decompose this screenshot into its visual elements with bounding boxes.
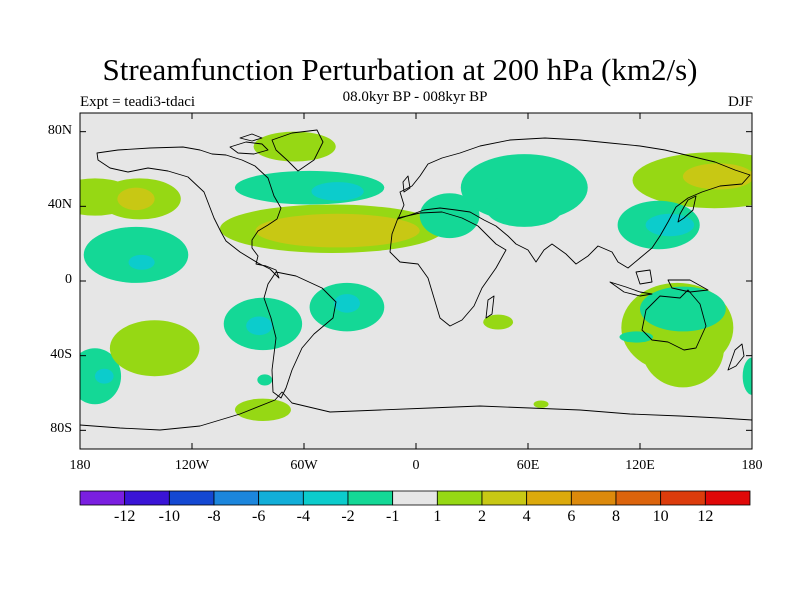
anomaly-contours — [80, 131, 752, 421]
anomaly-region — [246, 316, 273, 336]
lon-label: 120E — [625, 458, 655, 473]
colorbar-swatch — [570, 490, 617, 506]
colorbar-label: 6 — [567, 508, 576, 525]
colorbar-swatch — [481, 490, 528, 506]
lon-label: 60W — [290, 458, 318, 473]
anomaly-region — [640, 286, 726, 332]
anomaly-region — [742, 357, 752, 395]
plot-subtitle: 08.0kyr BP - 008kyr BP — [342, 89, 488, 105]
anomaly-region — [682, 163, 752, 190]
coast-new-zealand — [727, 343, 745, 371]
coast-japan — [677, 195, 697, 223]
anomaly-region — [83, 226, 189, 283]
colorbar-swatch — [79, 490, 126, 506]
anomaly-region — [255, 213, 420, 248]
axis-ticks — [79, 113, 753, 449]
anomaly-region — [533, 400, 549, 408]
colorbar-swatch — [660, 490, 706, 506]
lon-label: 180 — [69, 458, 91, 473]
colorbar-label: 8 — [612, 508, 620, 525]
colorbar-label: -4 — [296, 508, 310, 525]
coast-eurasia — [397, 137, 751, 269]
colorbar-label: 12 — [697, 508, 714, 525]
coastlines — [80, 129, 752, 431]
lat-label: 80S — [50, 421, 72, 437]
colorbar-swatch — [213, 490, 260, 506]
coast-africa — [389, 211, 507, 327]
anomaly-region — [128, 254, 155, 270]
colorbar-label: -10 — [158, 508, 180, 525]
colorbar-label: -12 — [113, 508, 136, 525]
coast-north-america — [96, 146, 282, 279]
coast-greenland — [271, 129, 324, 172]
anomaly-region — [645, 213, 695, 237]
colorbar-label: -8 — [207, 508, 221, 525]
lat-label: 40N — [47, 197, 72, 213]
colorbar-swatch — [436, 490, 483, 506]
colorbar — [79, 490, 751, 506]
colorbar-swatch — [704, 490, 751, 506]
coast-arctic-islands — [229, 133, 269, 155]
anomaly-region — [253, 131, 336, 162]
anomaly-region — [117, 187, 155, 211]
experiment-label: Expt = teadi3-tdaci — [80, 94, 196, 110]
coast-indonesia — [609, 269, 709, 297]
colorbar-swatch — [392, 490, 438, 506]
colorbar-swatch — [615, 490, 662, 506]
plot-title: Streamfunction Perturbation at 200 hPa (… — [102, 52, 698, 87]
anomaly-region — [333, 294, 360, 313]
colorbar-label: -1 — [385, 508, 400, 525]
lat-label: 80N — [47, 122, 72, 138]
anomaly-region — [419, 193, 480, 239]
colorbar-swatch — [302, 490, 349, 506]
colorbar-label: -6 — [251, 508, 266, 525]
lon-label: 180 — [741, 458, 763, 473]
colorbar-swatch — [124, 490, 170, 506]
anomaly-region — [483, 314, 514, 330]
anomaly-region — [94, 368, 114, 384]
colorbar-label: 2 — [478, 508, 486, 525]
colorbar-label: 10 — [652, 508, 669, 525]
coast-south-america — [263, 271, 337, 399]
colorbar-label: -2 — [341, 508, 355, 525]
colorbar-label: 1 — [433, 508, 442, 525]
coast-madagascar — [485, 295, 495, 319]
colorbar-swatch — [258, 490, 304, 506]
colorbar-label: 4 — [522, 508, 531, 525]
lon-label: 120W — [174, 458, 210, 473]
coast-australia — [641, 289, 707, 351]
season-label: DJF — [727, 94, 753, 110]
coast-antarctica — [80, 391, 752, 431]
lat-label: 40S — [50, 346, 72, 362]
coast-uk — [402, 175, 411, 193]
lon-label: 60E — [516, 458, 540, 473]
colorbar-swatch — [347, 490, 394, 506]
anomaly-region — [619, 331, 654, 343]
lon-label: 0 — [412, 458, 420, 473]
anomaly-region — [234, 398, 291, 421]
anomaly-region — [486, 193, 562, 227]
anomaly-region — [311, 182, 364, 201]
colorbar-swatch — [168, 490, 215, 506]
anomaly-region — [257, 374, 273, 386]
anomaly-region — [234, 170, 385, 205]
anomaly-region — [109, 320, 200, 377]
lat-label: 0 — [65, 272, 72, 287]
colorbar-swatch — [526, 490, 572, 506]
